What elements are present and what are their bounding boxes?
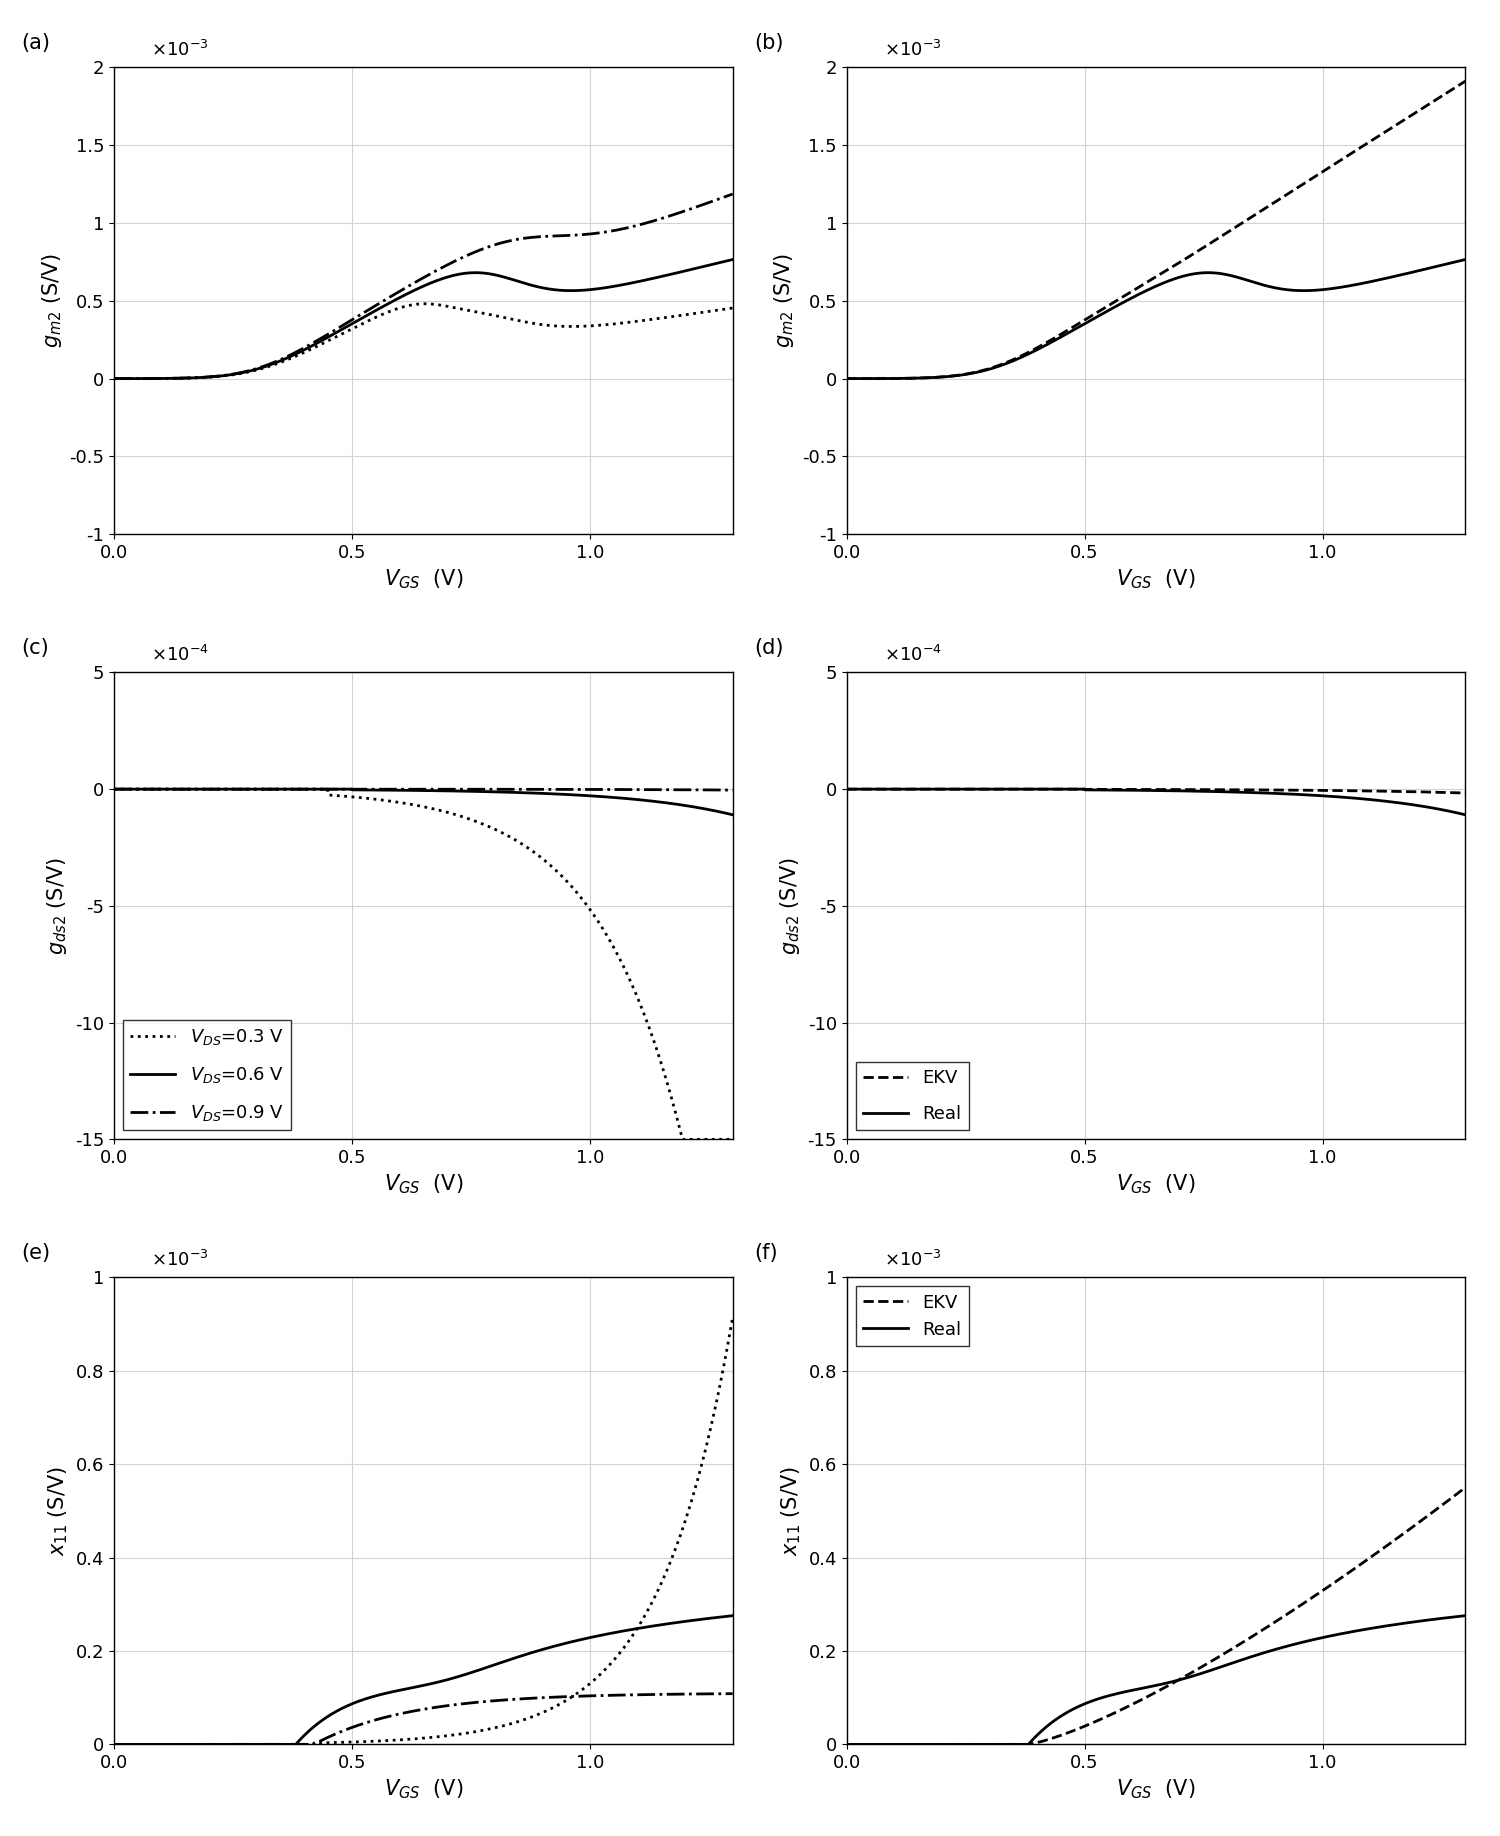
- Text: (c): (c): [21, 637, 50, 657]
- Text: $\times10^{-4}$: $\times10^{-4}$: [884, 644, 942, 665]
- Text: $\times10^{-3}$: $\times10^{-3}$: [884, 1250, 942, 1271]
- Text: (e): (e): [21, 1243, 51, 1263]
- Y-axis label: $x_{11}$ (S/V): $x_{11}$ (S/V): [46, 1465, 70, 1555]
- Legend: EKV, Real: EKV, Real: [855, 1061, 969, 1131]
- Text: (a): (a): [21, 33, 50, 53]
- Text: $\times10^{-4}$: $\times10^{-4}$: [152, 644, 208, 665]
- Y-axis label: $x_{11}$ (S/V): $x_{11}$ (S/V): [778, 1465, 802, 1555]
- Text: (f): (f): [754, 1243, 777, 1263]
- X-axis label: $V_{GS}$  (V): $V_{GS}$ (V): [1116, 567, 1196, 591]
- Text: $\times10^{-3}$: $\times10^{-3}$: [152, 1250, 208, 1271]
- Legend: $V_{DS}$=0.3 V, $V_{DS}$=0.6 V, $V_{DS}$=0.9 V: $V_{DS}$=0.3 V, $V_{DS}$=0.6 V, $V_{DS}$…: [123, 1019, 291, 1131]
- Y-axis label: $g_{ds2}$ (S/V): $g_{ds2}$ (S/V): [45, 857, 69, 955]
- Legend: EKV, Real: EKV, Real: [855, 1287, 969, 1346]
- X-axis label: $V_{GS}$  (V): $V_{GS}$ (V): [384, 1777, 464, 1801]
- X-axis label: $V_{GS}$  (V): $V_{GS}$ (V): [1116, 1173, 1196, 1197]
- X-axis label: $V_{GS}$  (V): $V_{GS}$ (V): [384, 1173, 464, 1197]
- Y-axis label: $g_{m2}$ (S/V): $g_{m2}$ (S/V): [772, 253, 796, 349]
- Text: (b): (b): [754, 33, 783, 53]
- Y-axis label: $g_{m2}$ (S/V): $g_{m2}$ (S/V): [39, 253, 63, 349]
- X-axis label: $V_{GS}$  (V): $V_{GS}$ (V): [384, 567, 464, 591]
- X-axis label: $V_{GS}$  (V): $V_{GS}$ (V): [1116, 1777, 1196, 1801]
- Text: (d): (d): [754, 637, 783, 657]
- Text: $\times10^{-3}$: $\times10^{-3}$: [152, 40, 208, 61]
- Y-axis label: $g_{ds2}$ (S/V): $g_{ds2}$ (S/V): [778, 857, 802, 955]
- Text: $\times10^{-3}$: $\times10^{-3}$: [884, 40, 942, 61]
